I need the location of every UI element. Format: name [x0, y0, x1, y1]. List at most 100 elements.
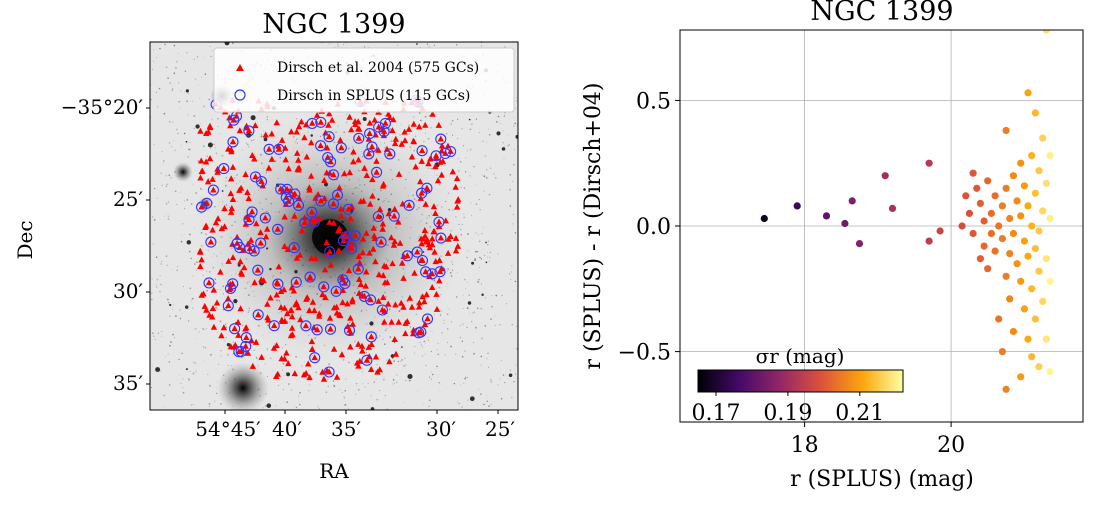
noise-speck [182, 223, 184, 225]
noise-speck [500, 398, 503, 400]
gc-triangle [317, 142, 324, 149]
noise-speck [299, 391, 301, 394]
noise-speck [295, 406, 298, 409]
gc-triangle [239, 246, 247, 253]
noise-speck [163, 112, 166, 115]
gc-triangle [379, 220, 387, 227]
gc-triangle [325, 121, 332, 128]
gc-triangle [330, 171, 337, 178]
gc-triangle [366, 119, 373, 126]
noise-speck [186, 100, 188, 102]
noise-speck [317, 406, 319, 408]
gc-triangle [275, 142, 282, 149]
gc-triangle [298, 118, 305, 125]
gc-triangle [206, 311, 213, 318]
noise-speck [400, 123, 402, 125]
gc-triangle [355, 156, 362, 163]
noise-speck [197, 160, 200, 163]
field-star [226, 342, 231, 347]
residual-point [991, 247, 999, 255]
noise-speck [216, 308, 219, 310]
residual-point [1028, 285, 1036, 293]
gc-triangle [331, 304, 338, 311]
noise-speck [493, 173, 495, 175]
noise-speck [169, 315, 171, 317]
noise-speck [159, 291, 161, 293]
gc-triangle [238, 269, 245, 276]
gc-splus-circle [233, 346, 245, 358]
gc-triangle [264, 225, 271, 232]
noise-speck [437, 342, 439, 344]
noise-speck [463, 216, 466, 219]
gc-triangle [255, 311, 262, 318]
gc-triangle [418, 240, 425, 247]
gc-triangle [348, 126, 355, 133]
right-panel: NGC 1399 18 20 0.5 0.0 −0.5 r (SPLUS) - r (D… [581, 0, 1084, 492]
gc-triangle [205, 128, 212, 135]
noise-speck [408, 124, 410, 126]
noise-speck [189, 370, 191, 373]
right-y-axis-label: r (SPLUS) - r (Dirsch+04) [581, 82, 606, 369]
noise-speck [480, 307, 482, 310]
noise-speck [514, 280, 517, 283]
gc-splus-circle [342, 203, 354, 215]
colorbar-gradient [697, 369, 904, 393]
gc-triangle [254, 266, 261, 273]
residual-point [984, 265, 992, 273]
noise-speck [343, 396, 345, 398]
residual-point [1046, 214, 1054, 223]
noise-speck [209, 384, 211, 387]
gc-splus-circle [275, 183, 287, 195]
gc-triangle [361, 164, 368, 171]
gc-triangle [209, 175, 216, 182]
gc-triangle [249, 362, 256, 369]
noise-speck [370, 395, 372, 397]
gc-splus-circle [403, 199, 415, 211]
gc-triangle [399, 259, 406, 266]
noise-speck [428, 399, 431, 402]
gc-triangle [408, 153, 416, 160]
gc-triangle [423, 291, 430, 298]
noise-speck [168, 120, 171, 123]
noise-speck [463, 308, 464, 309]
gc-triangle [311, 307, 318, 314]
noise-speck [182, 285, 185, 287]
gc-triangle [270, 344, 278, 351]
gc-splus-circle [218, 163, 230, 175]
noise-speck [154, 338, 156, 341]
field-star [184, 305, 189, 309]
gc-splus-circle [288, 242, 300, 254]
noise-speck [500, 359, 503, 362]
noise-speck [214, 147, 217, 149]
gc-triangle [245, 195, 252, 202]
noise-speck [476, 280, 479, 282]
gc-triangle [248, 337, 255, 344]
noise-speck [439, 315, 441, 317]
gc-triangle [320, 283, 327, 290]
noise-speck [153, 219, 156, 221]
gc-splus-circle [343, 324, 356, 336]
gc-triangle [198, 157, 205, 164]
noise-speck [163, 160, 165, 162]
gc-triangle [375, 146, 382, 153]
gc-triangle [316, 310, 323, 317]
gc-triangle [296, 251, 304, 258]
noise-speck [397, 360, 400, 363]
noise-speck [193, 58, 195, 61]
noise-speck [168, 361, 171, 363]
gc-triangle [278, 136, 286, 143]
gc-splus-circle [244, 243, 256, 255]
gc-triangle [228, 148, 235, 155]
gc-triangle [308, 254, 315, 261]
noise-speck [165, 202, 168, 205]
noise-speck [408, 379, 411, 382]
noise-speck [286, 401, 288, 403]
noise-speck [483, 190, 486, 192]
noise-speck [456, 118, 459, 121]
noise-speck [167, 77, 169, 79]
noise-speck [467, 399, 469, 401]
gc-triangle [336, 225, 343, 232]
residual-point [1042, 255, 1050, 263]
noise-speck [471, 123, 473, 126]
